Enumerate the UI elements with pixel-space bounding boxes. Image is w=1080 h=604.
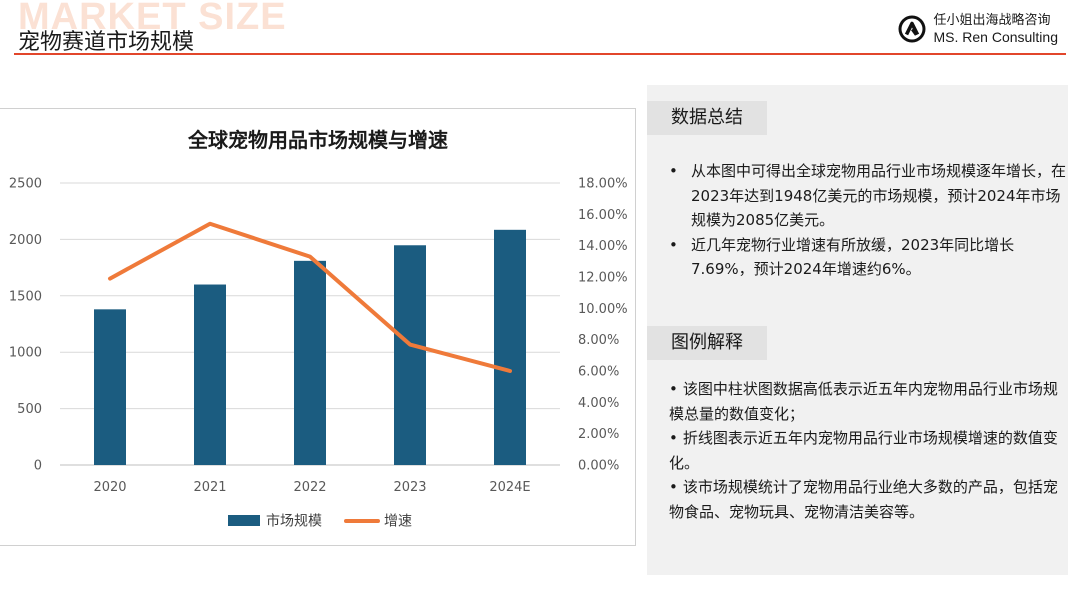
x-axis: 2020 2021 2022 2023 2024E	[93, 480, 530, 495]
right-tick-label: 12.00%	[578, 271, 628, 286]
left-tick-label: 0	[34, 459, 42, 474]
x-tick-label: 2022	[293, 480, 326, 495]
left-tick-label: 1500	[9, 289, 42, 304]
watermark-text: MARKET SIZE	[18, 0, 287, 38]
market-size-chart: 全球宠物用品市场规模与增速 0 500 1000 1500 2000 2500 0.00%…	[9, 128, 628, 530]
bullet-icon: •	[669, 380, 678, 398]
legend-swatch-bar	[228, 515, 260, 526]
right-tick-label: 0.00%	[578, 459, 619, 474]
legend-label: 增速	[384, 514, 412, 530]
chart-legend: 市场规模 增速	[228, 513, 412, 530]
bullet-icon: •	[669, 162, 678, 180]
right-tick-label: 6.00%	[578, 365, 619, 380]
line-series	[108, 221, 512, 373]
bar-series	[94, 229, 526, 465]
left-tick-label: 2000	[9, 233, 42, 248]
section-title-summary: 数据总结	[647, 101, 767, 135]
legend-bullet-text: 折线图表示近五年内宠物用品行业市场规模增速的数值变化。	[669, 429, 1058, 472]
right-tick-label: 18.00%	[578, 177, 628, 192]
bar	[494, 229, 526, 465]
right-tick-label: 16.00%	[578, 208, 628, 223]
legend-bullet-text: 该图中柱状图数据高低表示近五年内宠物用品行业市场规模总量的数值变化；	[669, 380, 1058, 423]
bullet-icon: •	[669, 429, 678, 447]
header-divider	[14, 53, 1066, 55]
summary-panel: 数据总结 • 从本图中可得出全球宠物用品行业市场规模逐年增长，在2023年达到19…	[647, 85, 1068, 575]
right-tick-label: 14.00%	[578, 239, 628, 254]
chart-container: 全球宠物用品市场规模与增速 0 500 1000 1500 2000 2500 0.00%…	[0, 108, 636, 546]
x-tick-label: 2020	[93, 480, 126, 495]
left-tick-label: 500	[17, 402, 42, 417]
legend-bullet-list: • 该图中柱状图数据高低表示近五年内宠物用品行业市场规模总量的数值变化； • 折线图表…	[669, 377, 1065, 524]
summary-bullet-text: 近几年宠物行业增速有所放缓，2023年同比增长7.69%，预计2024年增速约6…	[691, 235, 1015, 279]
bar	[394, 245, 426, 465]
legend-bullet-item: • 折线图表示近五年内宠物用品行业市场规模增速的数值变化。	[669, 426, 1065, 475]
section-title-legend-explanation: 图例解释	[647, 326, 767, 360]
right-tick-label: 4.00%	[578, 396, 619, 411]
legend-label: 市场规模	[266, 513, 322, 530]
left-axis: 0 500 1000 1500 2000 2500	[9, 177, 42, 474]
summary-bullet-item: • 从本图中可得出全球宠物用品行业市场规模逐年增长，在2023年达到1948亿美元…	[669, 159, 1069, 233]
right-axis: 0.00% 2.00% 4.00% 6.00% 8.00% 10.00% 12.00% 14.…	[578, 177, 628, 474]
right-tick-label: 8.00%	[578, 333, 619, 348]
brand: 任小姐出海战略咨询 MS. Ren Consulting	[897, 11, 1058, 47]
x-tick-label: 2023	[393, 480, 426, 495]
summary-bullet-list: • 从本图中可得出全球宠物用品行业市场规模逐年增长，在2023年达到1948亿美元…	[669, 159, 1069, 282]
right-tick-label: 10.00%	[578, 302, 628, 317]
bar	[194, 284, 226, 465]
legend-bullet-item: • 该图中柱状图数据高低表示近五年内宠物用品行业市场规模总量的数值变化；	[669, 377, 1065, 426]
chart-title: 全球宠物用品市场规模与增速	[187, 128, 448, 152]
left-tick-label: 1000	[9, 346, 42, 361]
summary-bullet-item: • 近几年宠物行业增速有所放缓，2023年同比增长7.69%，预计2024年增速约…	[669, 233, 1069, 282]
bar	[294, 260, 326, 465]
legend-bullet-item: • 该市场规模统计了宠物用品行业绝大多数的产品，包括宠物食品、宠物玩具、宠物清洁美…	[669, 475, 1065, 524]
brand-name-en: MS. Ren Consulting	[933, 29, 1058, 45]
x-tick-label: 2024E	[489, 480, 530, 495]
brand-logo-icon	[898, 15, 926, 43]
brand-name-cn: 任小姐出海战略咨询	[933, 13, 1051, 28]
bullet-icon: •	[669, 235, 678, 254]
page-title: 宠物赛道市场规模	[18, 30, 195, 55]
left-tick-label: 2500	[9, 177, 42, 192]
bullet-icon: •	[669, 478, 678, 496]
x-tick-label: 2021	[193, 480, 226, 495]
summary-bullet-text: 从本图中可得出全球宠物用品行业市场规模逐年增长，在2023年达到1948亿美元的…	[691, 162, 1067, 229]
legend-bullet-text: 该市场规模统计了宠物用品行业绝大多数的产品，包括宠物食品、宠物玩具、宠物清洁美容…	[669, 478, 1058, 521]
right-tick-label: 2.00%	[578, 427, 619, 442]
bar	[94, 309, 126, 465]
